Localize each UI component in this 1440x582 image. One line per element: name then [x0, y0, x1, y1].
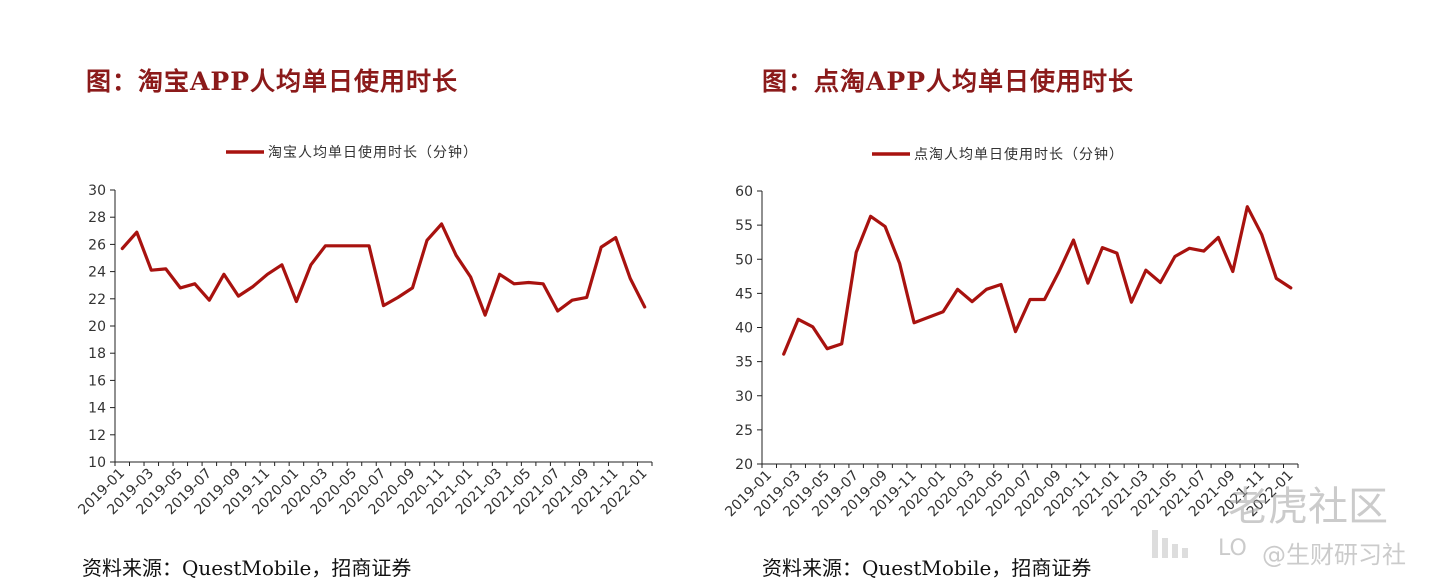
y-tick-label: 60: [735, 184, 753, 200]
y-tick-label: 22: [88, 292, 106, 308]
chart-source: 资料来源：QuestMobile，招商证券: [82, 556, 412, 580]
y-tick-label: 20: [88, 319, 106, 335]
y-tick-label: 24: [88, 265, 106, 281]
chart-source: 资料来源：QuestMobile，招商证券: [762, 556, 1092, 580]
y-tick-label: 45: [735, 286, 753, 302]
chart-title: 图：点淘APP人均单日使用时长: [762, 67, 1134, 96]
y-tick-label: 12: [88, 428, 106, 444]
watermark-line1: 老虎社区: [1228, 484, 1388, 530]
series-line: [120, 222, 647, 317]
y-tick-label: 10: [88, 455, 106, 471]
series-line: [782, 205, 1293, 356]
chart-svg: 10121416182022242628302019-012019-032019…: [75, 144, 653, 518]
y-tick-label: 55: [735, 218, 753, 234]
legend-label: 点淘人均单日使用时长（分钟）: [914, 146, 1124, 163]
chart-panel-diantao: 图：点淘APP人均单日使用时长 20 25 30 35 40 45 50 55 60 2019-0…: [720, 0, 1440, 582]
y-tick-label: 26: [88, 237, 106, 253]
y-tick-label: 28: [88, 210, 106, 226]
watermark-logo-text: LO: [1218, 536, 1247, 561]
chart-panel-taobao: 图：淘宝APP人均单日使用时长 10 12 14 16 18 20 22 24 26 28 30 20…: [75, 67, 653, 580]
y-tick-label: 18: [88, 346, 106, 362]
y-tick-label: 16: [88, 373, 106, 389]
y-tick-label: 25: [735, 423, 753, 439]
y-tick-label: 30: [88, 183, 106, 199]
chart-title: 图：淘宝APP人均单日使用时长: [86, 67, 458, 96]
watermark-line2: @生财研习社: [1262, 541, 1406, 569]
legend-label: 淘宝人均单日使用时长（分钟）: [268, 144, 478, 161]
y-tick-label: 30: [735, 389, 753, 405]
bar-logo-icon: [1152, 530, 1188, 558]
chart-svg: 2025303540455055602019-012019-032019-052…: [722, 146, 1299, 520]
y-tick-label: 20: [735, 457, 753, 473]
y-tick-label: 50: [735, 252, 753, 268]
y-tick-label: 40: [735, 321, 753, 337]
y-tick-label: 14: [88, 401, 106, 417]
y-tick-label: 35: [735, 355, 753, 371]
